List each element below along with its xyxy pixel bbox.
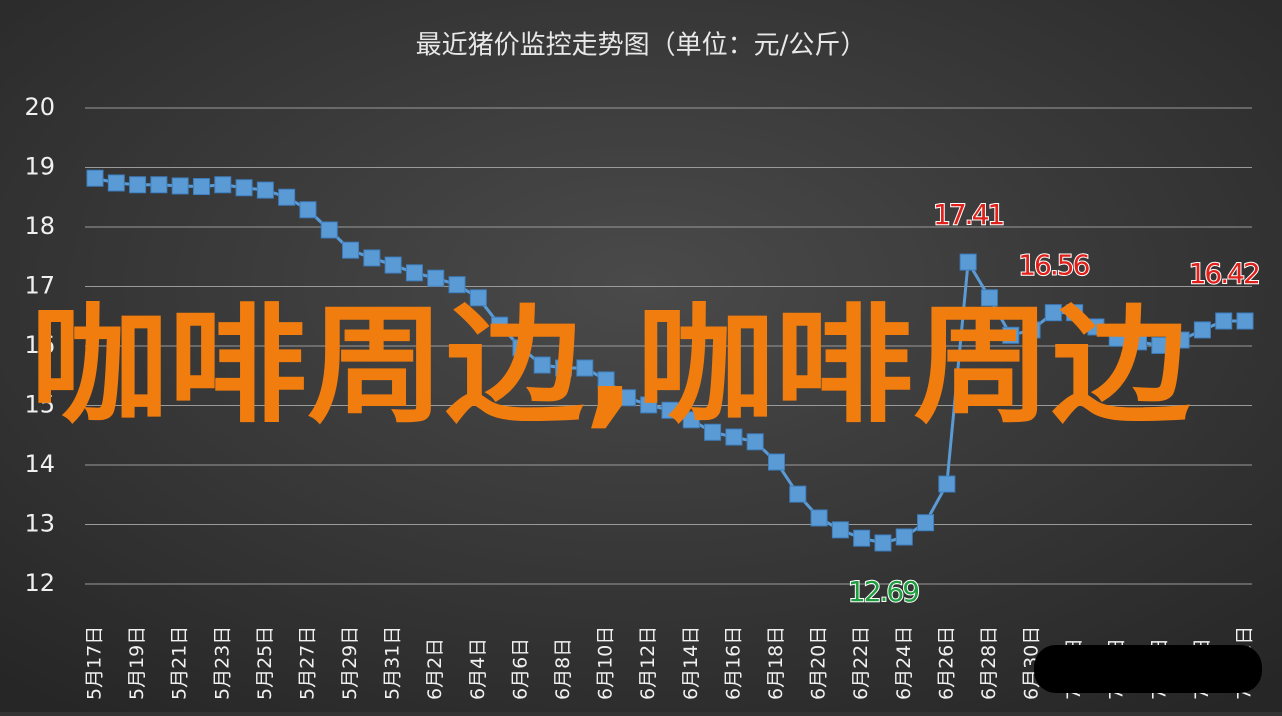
marker (725, 428, 743, 446)
marker (129, 176, 147, 194)
marker (192, 178, 210, 196)
marker (235, 179, 253, 197)
marker (1066, 304, 1084, 322)
x-tick-label: 6月6日 (509, 638, 531, 700)
marker (618, 389, 636, 407)
marker (150, 176, 168, 194)
x-tick-label: 5月31日 (382, 626, 404, 700)
marker (789, 485, 807, 503)
marker (491, 316, 509, 334)
y-tick-label: 16 (24, 331, 55, 359)
marker (810, 509, 828, 527)
y-tick-label: 14 (24, 450, 55, 478)
marker (1044, 304, 1062, 322)
x-tick-label: 5月21日 (169, 626, 191, 700)
marker (555, 359, 573, 377)
marker (1087, 318, 1105, 336)
marker (597, 371, 615, 389)
x-tick-label: 6月10日 (595, 626, 617, 700)
marker (469, 289, 487, 307)
marker (1002, 326, 1020, 344)
y-tick-label: 17 (24, 272, 55, 300)
marker (299, 201, 317, 219)
x-tick-label: 5月25日 (254, 626, 276, 700)
marker (1108, 329, 1126, 347)
marker (533, 356, 551, 374)
x-tick-label: 6月14日 (680, 626, 702, 700)
value-label: 16.56 (1018, 249, 1089, 282)
marker (704, 423, 722, 441)
x-tick-label: 6月22日 (850, 626, 872, 700)
marker (405, 264, 423, 282)
x-tick-label: 6月28日 (978, 626, 1000, 700)
marker (1172, 331, 1190, 349)
marker (831, 521, 849, 539)
marker (1130, 333, 1148, 351)
marker (256, 181, 274, 199)
marker (767, 453, 785, 471)
value-label: 16.42 (1189, 257, 1259, 290)
value-label: 12.69 (848, 575, 918, 608)
marker (384, 256, 402, 274)
x-tick-label: 5月17日 (84, 626, 106, 700)
watermark: 咖啡周边,咖啡周边 (30, 292, 1191, 441)
marker (980, 289, 998, 307)
marker (938, 475, 956, 493)
y-tick-label: 15 (24, 391, 55, 419)
x-tick-label: 5月29日 (339, 626, 361, 700)
y-tick-label: 13 (24, 510, 55, 538)
redaction-box (1034, 645, 1262, 693)
marker (1151, 336, 1169, 354)
marker (363, 249, 381, 267)
marker (640, 396, 658, 414)
x-tick-label: 6月2日 (424, 638, 446, 700)
marker (959, 253, 977, 271)
marker (917, 514, 935, 532)
marker (1023, 321, 1041, 339)
x-tick-label: 5月19日 (126, 626, 148, 700)
marker (512, 339, 530, 357)
chart-title: 最近猪价监控走势图（单位：元/公斤） (416, 31, 867, 61)
marker (278, 188, 296, 206)
marker (107, 174, 125, 192)
x-tick-label: 6月18日 (765, 626, 787, 700)
marker (320, 221, 338, 239)
y-tick-label: 18 (24, 212, 55, 240)
x-tick-label: 6月12日 (637, 626, 659, 700)
marker (853, 529, 871, 547)
marker (661, 401, 679, 419)
marker (895, 528, 913, 546)
marker (86, 169, 104, 187)
y-tick-label: 19 (24, 153, 55, 181)
x-tick-label: 6月4日 (467, 638, 489, 700)
marker (427, 269, 445, 287)
value-label: 17.41 (933, 198, 1003, 231)
marker (746, 433, 764, 451)
marker (1236, 312, 1254, 330)
x-tick-label: 6月20日 (808, 626, 830, 700)
x-tick-label: 6月26日 (935, 626, 957, 700)
x-tick-label: 6月8日 (552, 638, 574, 700)
marker (874, 534, 892, 552)
x-tick-label: 5月23日 (211, 626, 233, 700)
y-tick-label: 12 (24, 569, 55, 597)
y-tick-label: 20 (24, 93, 55, 121)
marker (448, 276, 466, 294)
x-tick-label: 5月27日 (296, 626, 318, 700)
marker (1215, 312, 1233, 330)
marker (214, 176, 232, 194)
marker (1193, 321, 1211, 339)
marker (342, 241, 360, 259)
marker (171, 177, 189, 195)
x-tick-label: 6月16日 (722, 626, 744, 700)
marker (576, 359, 594, 377)
x-tick-label: 6月24日 (893, 626, 915, 700)
marker (682, 411, 700, 429)
